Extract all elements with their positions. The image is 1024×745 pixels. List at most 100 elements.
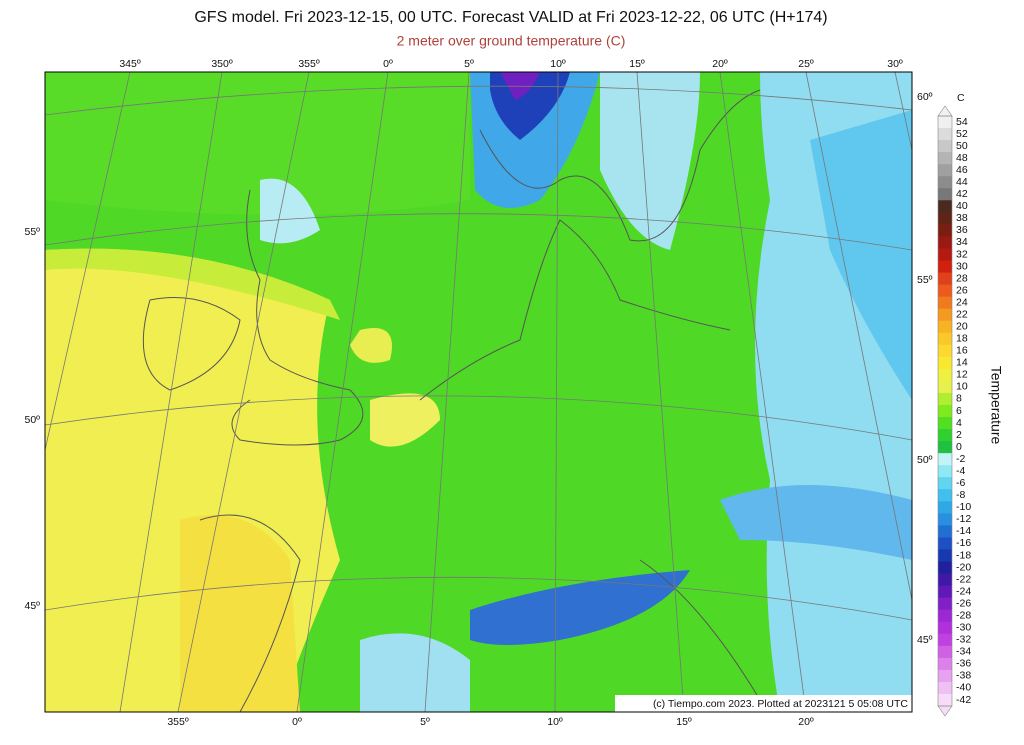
colorbar-tick-label: -12 [956,513,971,525]
colorbar-arrow-top [937,105,953,117]
colorbar-tick-label: 50 [956,140,968,152]
colorbar-tick-label: -40 [956,682,971,694]
colorbar-tick-label: -42 [956,694,971,706]
colorbar-swatch [938,609,952,623]
coast-ireland [142,297,241,391]
lon-label-top: 30º [887,58,903,70]
lon-label-bottom: 0º [292,716,302,728]
colorbar-swatch [938,128,952,141]
colorbar-swatch [938,248,952,261]
colorbar-swatch [938,212,952,225]
coastlines [142,89,761,712]
lat-label-right: 60º [917,91,933,103]
colorbar-unit: C [957,92,965,104]
colorbar-tick-label: 16 [956,345,968,357]
colorbar-tick-label: -30 [956,622,971,634]
lat-label-right: 45º [917,634,933,646]
lat-label-right: 55º [917,274,933,286]
lon-label-bottom: 355º [167,716,189,728]
colorbar-swatch [938,645,952,659]
colorbar-swatch [938,320,952,334]
meridian [119,72,223,712]
colorbar-swatch [938,693,952,707]
colorbar-tick-label: 0 [956,441,962,453]
colorbar-swatch [938,152,952,165]
lon-label-top: 20º [712,58,728,70]
colorbar-tick-label: -20 [956,561,971,573]
colorbar-tick-label: 38 [956,212,968,224]
colorbar-tick-label: 6 [956,405,962,417]
lon-label-top: 5º [464,58,474,70]
colorbar-tick-label: -18 [956,549,971,561]
colorbar-tick-label: 34 [956,236,968,248]
colorbar-tick-label: 36 [956,224,968,236]
meridian [554,72,559,712]
colorbar-swatch [938,116,952,129]
colorbar-frame [937,115,953,707]
colorbar-tick-label: -36 [956,658,971,670]
colorbar-swatch [938,284,952,298]
warm-zone-2 [180,515,300,712]
colorbar-tick-label: 18 [956,333,968,345]
colorbar-swatch [938,140,952,153]
colorbar-tick-label: -14 [956,525,971,537]
colorbar-swatch [938,392,952,406]
colorbar-swatch [938,537,952,550]
warm-edge [45,248,340,320]
colorbar-swatch [938,561,952,575]
cold-south [360,633,470,712]
lat-label-left: 50º [24,414,40,426]
colorbar-tick-label: 42 [956,188,968,200]
colorbar-swatch [938,404,952,418]
lon-label-top: 355º [298,58,320,70]
meridian [177,72,310,712]
colorbar-swatch [938,573,952,587]
meridian [45,72,131,451]
colorbar-swatch [938,296,952,310]
colorbar-swatch [938,224,952,237]
colorbar-tick-label: 46 [956,164,968,176]
meridian [296,72,389,712]
meridian [719,72,807,712]
colorbar-swatch [938,332,952,346]
lon-label-bottom: 5º [420,716,430,728]
cold-alps [470,570,690,645]
colorbar-tick-label: 32 [956,248,968,260]
parallel [45,85,912,116]
colorbar-swatch [938,200,952,213]
colorbar-tick-label: 2 [956,429,962,441]
map-frame [44,71,913,713]
warm-patch [350,328,392,363]
colorbar-tick-label: 12 [956,369,968,381]
colorbar-swatch [938,236,952,249]
colorbar-tick-label: -24 [956,585,971,597]
cold-carpathians [720,485,912,560]
cold-east-core [810,110,912,400]
colorbar-tick-label: 52 [956,128,968,140]
meridian [805,72,912,601]
colorbar-tick-label: -4 [956,465,965,477]
colorbar-tick-label: -32 [956,634,971,646]
colorbar-tick-label: -22 [956,573,971,585]
graticule [45,72,912,712]
parallel [45,576,912,621]
colorbar-tick-label: 28 [956,272,968,284]
meridian [424,72,470,712]
colorbar-tick-label: -38 [956,670,971,682]
colorbar-swatch [938,501,952,514]
parallel [45,213,912,251]
lon-label-top: 25º [798,58,814,70]
colorbar-tick-label: 22 [956,308,968,320]
colorbar-tick-label: -10 [956,501,971,513]
colorbar-swatch [938,465,952,478]
colorbar-label: Temperature [988,366,1004,445]
colorbar-tick-label: 4 [956,417,962,429]
lon-label-bottom: 10º [547,716,563,728]
colorbar-tick-label: 24 [956,296,968,308]
colorbar-tick-label: -34 [956,646,971,658]
lat-label-left: 55º [24,226,40,238]
map-field: (c) Tiempo.com 2023. Plotted at 2023121 … [45,72,912,712]
colorbar-swatch [938,477,952,490]
colorbar-swatch [938,549,952,563]
